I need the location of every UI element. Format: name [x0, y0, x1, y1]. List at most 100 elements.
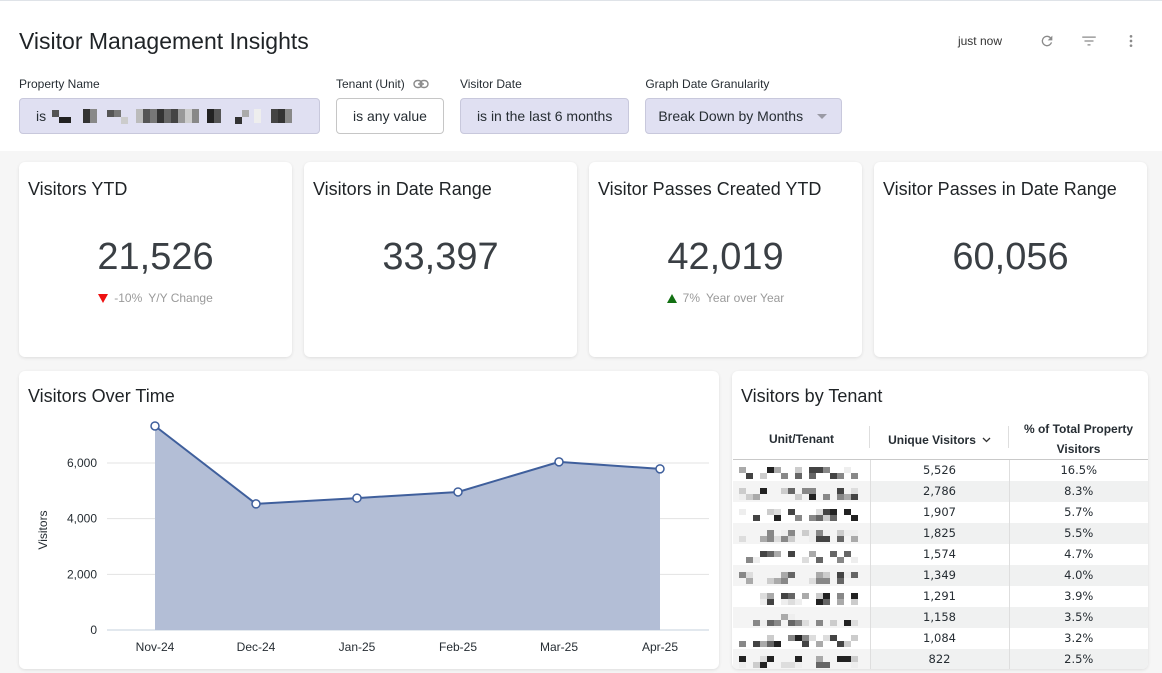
pct-total-cell: 3.2% — [1064, 631, 1094, 645]
unique-visitors-cell: 1,349 — [870, 564, 1010, 586]
x-tick-label: Mar-25 — [540, 640, 578, 654]
caret-down-icon — [817, 113, 828, 119]
visitors-over-time-panel: Visitors Over Time 0 2,000 4,000 6,000 Nov-… — [19, 371, 719, 669]
trend-down-icon — [98, 293, 109, 303]
x-tick-label: Dec-24 — [237, 640, 276, 654]
page-title: Visitor Management Insights — [19, 28, 309, 54]
tenant-name-redacted — [733, 627, 871, 649]
tenant-name-redacted — [733, 648, 871, 669]
sort-desc-chevron-icon[interactable] — [982, 429, 991, 449]
visitor-date-filter-chip[interactable]: is in the last 6 months — [459, 98, 630, 134]
x-tick-label: Nov-24 — [136, 640, 175, 654]
data-point[interactable] — [251, 499, 261, 509]
kpi-card-passes-in-range: Visitor Passes in Date Range 60,056 — [874, 162, 1147, 357]
table-row[interactable]: 822 2.5% — [733, 648, 1148, 669]
panel-title: Visitors by Tenant — [741, 386, 883, 406]
filter-label: Tenant (Unit) — [336, 77, 444, 91]
granularity-dropdown[interactable]: Break Down by Months — [645, 98, 843, 134]
kpi-change-value: -10% — [114, 291, 143, 305]
link-icon[interactable] — [413, 79, 429, 89]
kpi-value: 60,056 — [952, 236, 1069, 278]
visitors-over-time-chart: 0 2,000 4,000 6,000 Nov-24 Dec-24 Jan-25 Feb-2… — [36, 421, 709, 654]
unique-visitors-cell: 1,158 — [870, 606, 1010, 628]
dashboard-header: Visitor Management Insights just now Pro… — [0, 1, 1162, 151]
more-vert-icon[interactable] — [1120, 30, 1142, 52]
data-point[interactable] — [554, 457, 564, 467]
filter-label: Property Name — [19, 77, 100, 91]
kpi-change-value: 7% — [682, 291, 701, 305]
pct-total-cell: 2.5% — [1009, 648, 1148, 669]
unique-visitors-cell: 5,526 — [870, 459, 1010, 481]
filter-value-prefix: is — [36, 108, 47, 124]
y-tick-label: 6,000 — [67, 456, 97, 470]
table-row[interactable]: 1,084 3.2% — [733, 627, 1148, 649]
table-row[interactable]: 1,349 4.0% — [733, 564, 1148, 586]
kpi-title: Visitor Passes in Date Range — [883, 179, 1117, 199]
trend-up-icon — [666, 293, 677, 303]
table-header-row: Unit/Tenant Unique Visitors % of Total P… — [733, 419, 1148, 460]
filter-tenant-unit: Tenant (Unit) is any value — [336, 77, 444, 134]
table-row[interactable]: 5,526 16.5% — [733, 459, 1148, 481]
column-header-unit-tenant[interactable]: Unit/Tenant — [733, 419, 870, 460]
visitors-by-tenant-panel: Visitors by Tenant Unit/Tenant Unique Vi… — [732, 371, 1148, 669]
tenant-name-redacted — [733, 564, 871, 586]
table-row[interactable]: 2,786 8.3% — [733, 480, 1148, 502]
pct-total-cell: 8.3% — [1009, 480, 1148, 502]
column-header-unique-visitors[interactable]: Unique Visitors — [870, 419, 1009, 460]
column-header-text: Unit/Tenant — [768, 432, 835, 446]
table-row[interactable]: 1,291 3.9% — [733, 585, 1148, 607]
kpi-value: 21,526 — [97, 236, 214, 278]
y-tick-label: 2,000 — [67, 567, 97, 581]
pct-total-cell: 16.5% — [1060, 463, 1098, 478]
data-points — [150, 421, 665, 509]
filter-icon[interactable] — [1078, 30, 1100, 52]
kpi-change: -10% Y/Y Change — [19, 291, 292, 305]
unique-visitors-cell: 822 — [870, 648, 1010, 669]
filter-label-text: Tenant (Unit) — [336, 77, 405, 91]
unique-visitors-cell: 1,084 — [870, 627, 1010, 649]
data-point[interactable] — [453, 487, 463, 497]
pct-total-cell: 5.5% — [1009, 522, 1148, 544]
tenant-name-redacted — [733, 543, 871, 565]
kpi-title: Visitors YTD — [28, 179, 128, 199]
column-header-pct-total[interactable]: % of Total Property Visitors — [1009, 419, 1148, 460]
table-body: 5,526 16.5% 2,786 8.3% 1,907 5.7% 1,825 5.5% 1,5… — [733, 459, 1148, 669]
pct-total-cell: 5.7% — [1064, 505, 1094, 519]
x-axis-ticks: Nov-24 Dec-24 Jan-25 Feb-25 Mar-25 Apr-25 — [136, 640, 679, 654]
y-axis-label: Visitors — [36, 510, 50, 549]
table-row[interactable]: 1,907 5.7% — [733, 501, 1148, 523]
tenant-name-redacted — [733, 501, 871, 523]
table-row[interactable]: 1,158 3.5% — [733, 606, 1148, 628]
kpi-value: 42,019 — [667, 236, 784, 278]
filter-property-name: Property Name is — [19, 77, 320, 134]
property-name-filter-chip[interactable]: is — [19, 98, 320, 134]
unique-visitors-cell: 2,786 — [870, 480, 1010, 502]
data-point[interactable] — [352, 493, 362, 503]
tenant-name-redacted — [733, 459, 871, 481]
visitors-line — [154, 425, 661, 505]
toolbar: just now — [958, 29, 1142, 53]
refresh-icon[interactable] — [1036, 30, 1058, 52]
pct-total-cell: 4.0% — [1009, 564, 1148, 586]
kpi-change-label: Y/Y Change — [148, 291, 213, 305]
y-tick-label: 4,000 — [67, 512, 97, 526]
tenant-unit-filter-chip[interactable]: is any value — [336, 98, 444, 134]
y-axis-ticks: 0 2,000 4,000 6,000 — [67, 456, 97, 637]
data-point[interactable] — [150, 421, 160, 431]
pct-total-cell: 3.5% — [1009, 606, 1148, 628]
redacted-property-name — [48, 109, 293, 124]
filter-graph-granularity: Graph Date Granularity Break Down by Mon… — [645, 77, 843, 134]
table-row[interactable]: 1,574 4.7% — [733, 543, 1148, 565]
dropdown-value: Break Down by Months — [658, 108, 804, 124]
filter-label: Visitor Date — [459, 77, 522, 91]
kpi-title: Visitors in Date Range — [313, 179, 492, 199]
y-tick-label: 0 — [90, 623, 97, 637]
kpi-card-passes-ytd: Visitor Passes Created YTD 42,019 7% Yea… — [589, 162, 862, 357]
pct-total-cell: 3.9% — [1064, 589, 1094, 603]
kpi-value: 33,397 — [382, 236, 499, 278]
filter-bar: Property Name is — [19, 77, 858, 134]
table-row[interactable]: 1,825 5.5% — [733, 522, 1148, 544]
panel-title: Visitors Over Time — [28, 386, 175, 406]
visitors-by-tenant-table: Unit/Tenant Unique Visitors % of Total P… — [733, 419, 1148, 669]
data-point[interactable] — [655, 464, 665, 474]
